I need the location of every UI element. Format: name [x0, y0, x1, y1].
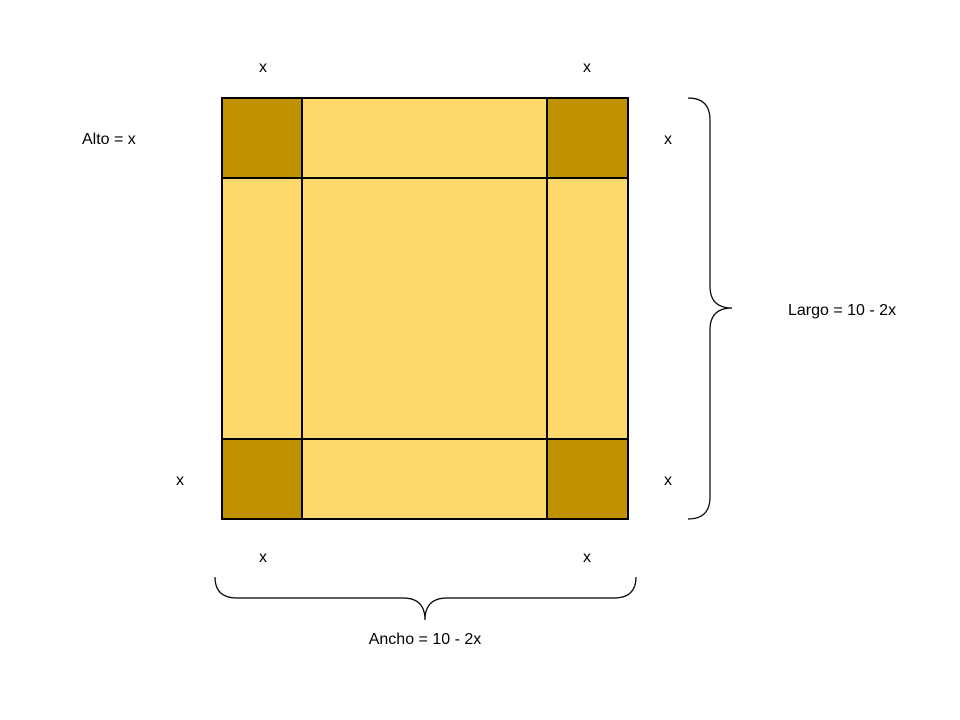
corner-bottom-left	[222, 439, 302, 519]
bottom-brace	[214, 576, 637, 621]
ancho-label: Ancho = 10 - 2x	[369, 631, 482, 648]
x-label-right-top: x	[664, 131, 672, 148]
right-flap	[547, 178, 628, 439]
x-label-right-bottom: x	[664, 472, 672, 489]
x-label-top-right: x	[583, 59, 591, 76]
bottom-flap	[302, 439, 547, 519]
corner-top-right	[547, 98, 628, 178]
sheet-outline	[221, 97, 629, 520]
right-brace	[687, 97, 733, 520]
left-flap	[222, 178, 302, 439]
base-square	[302, 178, 547, 439]
x-label-top-left: x	[259, 59, 267, 76]
largo-label: Largo = 10 - 2x	[788, 302, 896, 319]
x-label-bottom-left: x	[259, 549, 267, 566]
x-label-left-bottom: x	[176, 472, 184, 489]
corner-top-left	[222, 98, 302, 178]
x-label-bottom-right: x	[583, 549, 591, 566]
corner-bottom-right	[547, 439, 628, 519]
top-flap	[302, 98, 547, 178]
alto-label: Alto = x	[82, 131, 136, 148]
